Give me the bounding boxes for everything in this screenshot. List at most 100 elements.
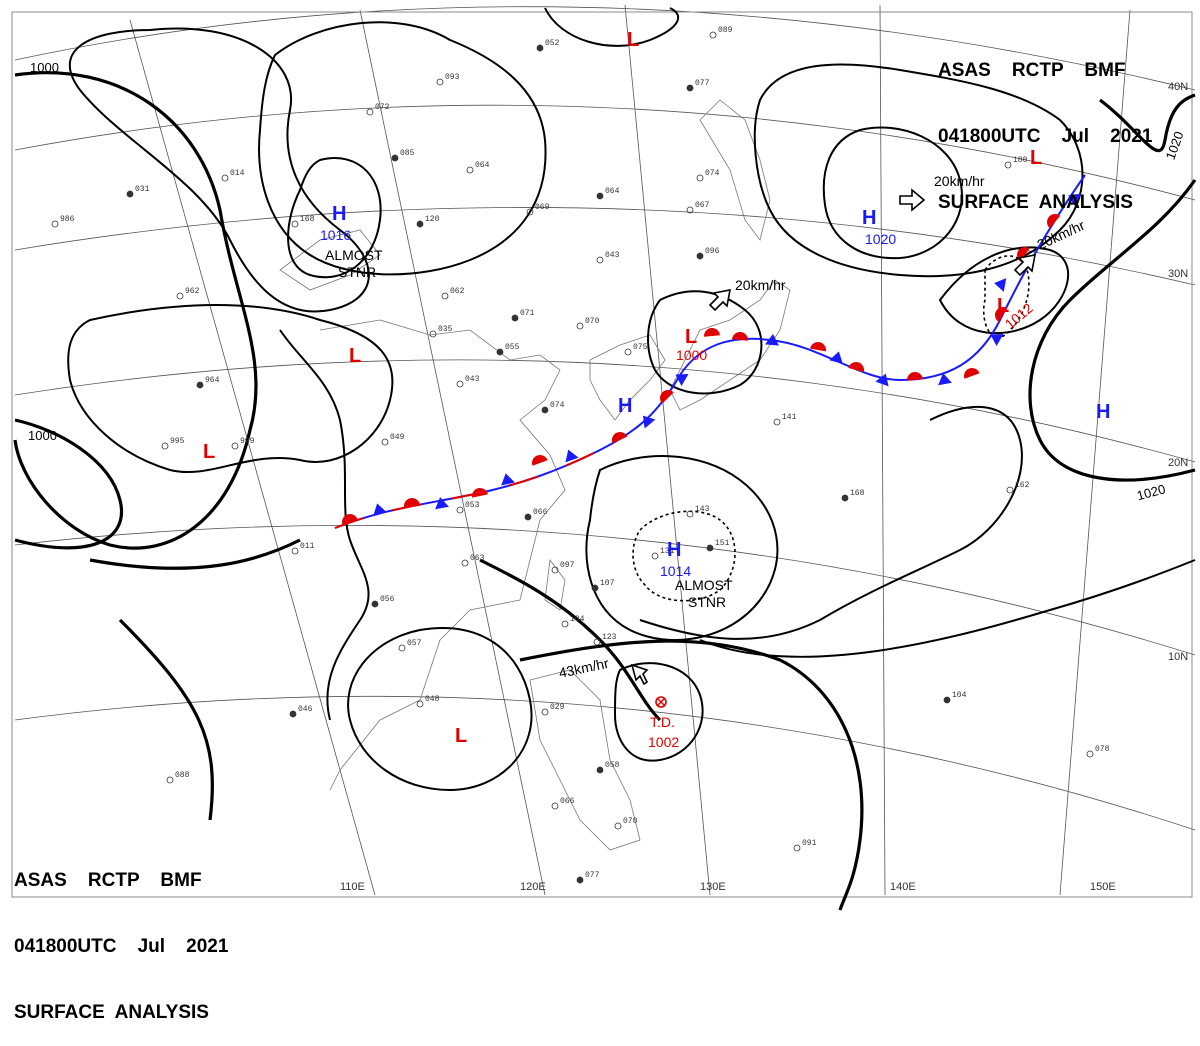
station-pressure-value: 088 bbox=[175, 771, 190, 780]
station-marker bbox=[706, 544, 714, 552]
isobar-low-1012 bbox=[982, 255, 1030, 338]
taiwan-coast bbox=[544, 558, 566, 611]
longitude-line bbox=[359, 9, 546, 896]
station-marker bbox=[541, 708, 549, 716]
station-marker bbox=[176, 292, 184, 300]
cold-front-symbol bbox=[1068, 193, 1081, 207]
coastlines bbox=[279, 99, 791, 851]
latitude-line bbox=[14, 104, 1196, 201]
isobar-low-south bbox=[347, 627, 533, 792]
header-line-2: 041800UTC Jul 2021 bbox=[938, 126, 1153, 147]
station-pressure-value: 077 bbox=[585, 871, 600, 880]
high-marker: H bbox=[862, 207, 876, 229]
movement-note: ALMOST STNR bbox=[675, 577, 733, 610]
station-marker bbox=[291, 547, 299, 555]
station-pressure-value: 104 bbox=[570, 615, 585, 624]
station-pressure-value: 168 bbox=[850, 489, 865, 498]
lat-label: 20N bbox=[1168, 457, 1188, 469]
station-pressure-value: 029 bbox=[550, 703, 565, 712]
station-marker bbox=[381, 438, 389, 446]
station-pressure-value: 168 bbox=[300, 215, 315, 224]
station-pressure-value: 053 bbox=[465, 501, 480, 510]
station-pressure-value: 097 bbox=[560, 561, 575, 570]
map-frame bbox=[11, 11, 1193, 898]
station-marker bbox=[686, 510, 694, 518]
cold-front-symbol bbox=[501, 473, 515, 486]
station-pressure-value: 104 bbox=[952, 691, 967, 700]
station-marker bbox=[686, 84, 694, 92]
header-line-3: SURFACE ANALYSIS bbox=[938, 192, 1133, 213]
warm-front-symbol bbox=[342, 514, 358, 525]
station-pressure-value: 078 bbox=[1095, 745, 1110, 754]
isobar-low-north bbox=[544, 7, 680, 47]
pressure-centers: H 1016 ALMOST STNR H 1020 H 1014 ALMOST ST… bbox=[203, 29, 1110, 747]
tropical-depression: T.D. 1002 bbox=[648, 696, 679, 750]
station-pressure-value: 058 bbox=[605, 761, 620, 770]
low-marker-south: L bbox=[455, 725, 467, 747]
isobar-label-1000-west: 1000 bbox=[28, 428, 57, 443]
station-marker bbox=[651, 552, 659, 560]
almost-stnr-text: ALMOST bbox=[675, 577, 733, 593]
surface-analysis-map: 052 093 072 085 064 069 064 043 062 071 070 035 055 0… bbox=[11, 4, 1197, 911]
warm-front-symbol bbox=[964, 368, 980, 379]
mainland-coast bbox=[319, 319, 566, 791]
station-pressure-value: 123 bbox=[602, 633, 617, 642]
warm-front-symbol bbox=[848, 362, 864, 373]
header-line-1: ASAS RCTP BMF bbox=[14, 870, 202, 891]
isobar-label-1020-east: 1020 bbox=[1135, 481, 1167, 503]
isobar-south-central bbox=[479, 558, 662, 722]
high-center-1014: H 1014 ALMOST STNR bbox=[660, 539, 733, 610]
station-marker bbox=[161, 442, 169, 450]
low-marker-north: L bbox=[627, 29, 639, 51]
station-marker bbox=[541, 406, 549, 414]
isobar-south-east bbox=[639, 405, 1023, 640]
low-marker: L bbox=[685, 326, 697, 348]
low-marker: L bbox=[997, 295, 1009, 317]
station-pressure-value: 151 bbox=[715, 539, 730, 548]
high-center-1020: H 1020 bbox=[862, 207, 896, 247]
korea-coast bbox=[589, 334, 666, 421]
station-marker bbox=[686, 206, 694, 214]
front-symbols bbox=[342, 193, 1081, 525]
isobar-low-central bbox=[67, 304, 394, 474]
isobar-high-1016 bbox=[287, 157, 382, 279]
station-pressure-value: 062 bbox=[450, 287, 465, 296]
lon-label: 140E bbox=[890, 881, 916, 893]
arrow-up-right-icon bbox=[708, 288, 732, 312]
isobar-1020-north-east bbox=[1099, 93, 1196, 153]
station-pressure-value: 064 bbox=[605, 187, 620, 196]
station-marker bbox=[576, 322, 584, 330]
sakhalin-coast bbox=[699, 99, 771, 241]
station-pressure-value: 031 bbox=[135, 185, 150, 194]
cold-front-symbol bbox=[435, 497, 449, 510]
station-pressure-value: 067 bbox=[695, 201, 710, 210]
station-pressure-value: 070 bbox=[623, 817, 638, 826]
lon-label: 110E bbox=[340, 881, 365, 893]
philippines-coast bbox=[529, 669, 641, 851]
isobar-west-trough bbox=[279, 329, 370, 721]
warm-front-symbol bbox=[660, 390, 674, 404]
station-pressure-value: 064 bbox=[475, 161, 490, 170]
station-marker bbox=[526, 208, 534, 216]
arrow-up-left-icon bbox=[630, 663, 649, 686]
isobar-label-1000-north: 1000 bbox=[30, 60, 59, 75]
station-marker bbox=[793, 844, 801, 852]
station-pressure-value: 964 bbox=[205, 376, 220, 385]
lat-label: 30N bbox=[1168, 268, 1188, 280]
station-marker bbox=[576, 876, 584, 884]
longitude-line bbox=[624, 4, 711, 896]
high-marker-east: H bbox=[1096, 401, 1110, 423]
td-symbol bbox=[655, 696, 667, 708]
lon-label: 150E bbox=[1090, 881, 1116, 893]
arrow-right-icon bbox=[899, 188, 926, 212]
station-marker bbox=[624, 348, 632, 356]
lon-label: 130E bbox=[700, 881, 726, 893]
station-marker bbox=[456, 380, 464, 388]
longitude-line bbox=[129, 19, 376, 896]
japan-coast bbox=[669, 279, 791, 411]
station-marker bbox=[398, 644, 406, 652]
station-pressure-value: 995 bbox=[170, 437, 185, 446]
td-label: T.D. bbox=[650, 714, 675, 730]
station-marker bbox=[461, 559, 469, 567]
station-pressure-value: 071 bbox=[520, 309, 535, 318]
